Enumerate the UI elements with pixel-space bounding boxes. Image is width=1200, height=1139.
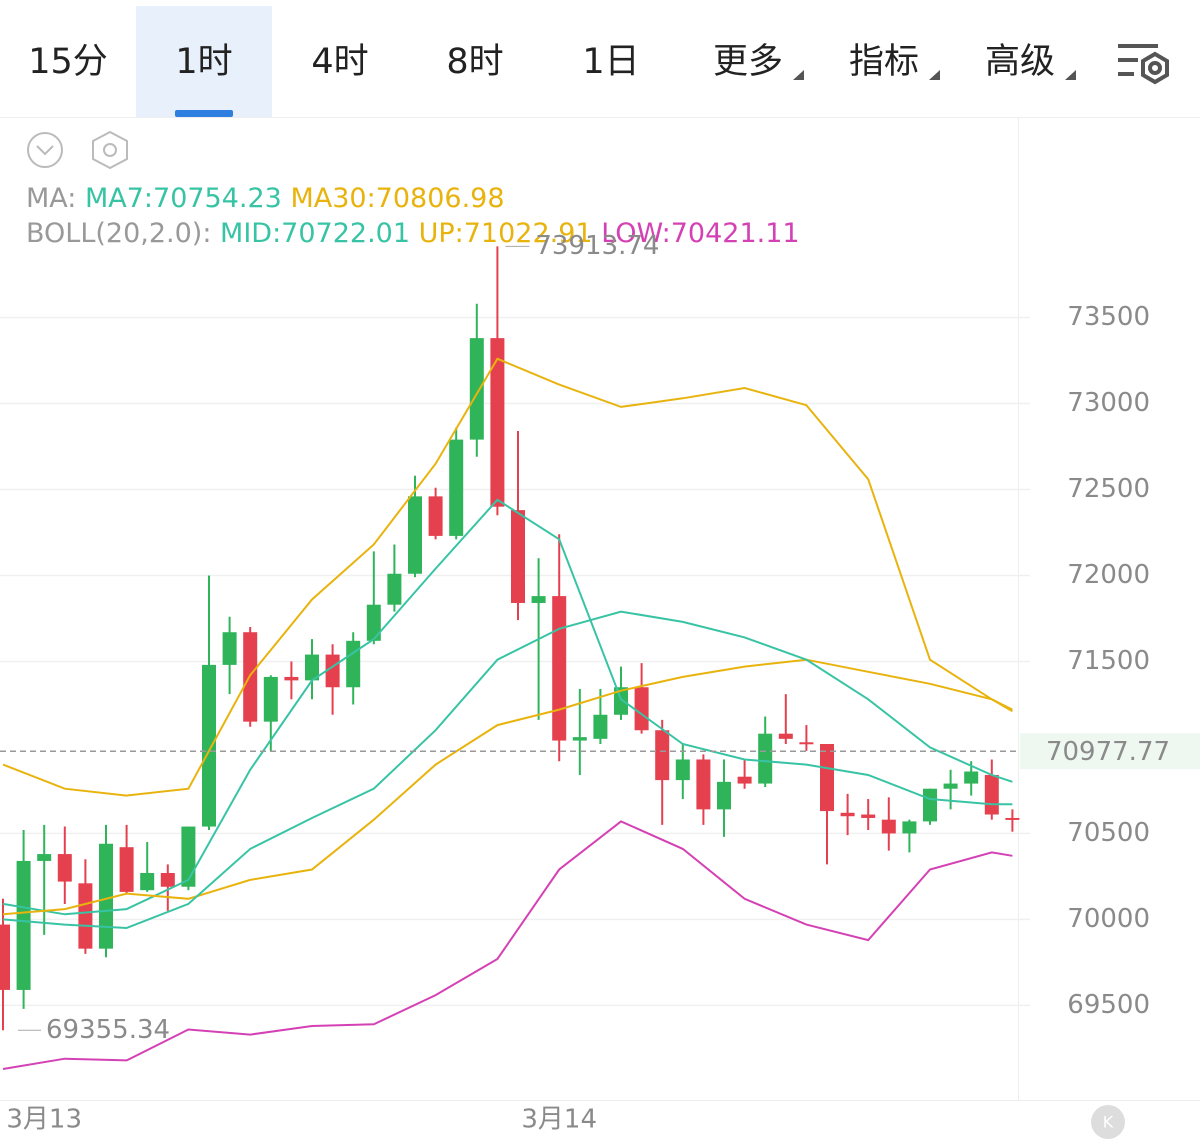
candle-body: [758, 733, 773, 784]
y-tick-label: 70000: [1067, 904, 1150, 934]
y-tick-label: 69500: [1067, 990, 1150, 1020]
dropdown-caret: [929, 70, 940, 80]
candle-body: [902, 821, 917, 834]
candle-body: [614, 687, 628, 715]
active-tab-bg: [136, 6, 272, 117]
candle-body: [799, 742, 814, 745]
last-price-label: 70977.77: [1046, 737, 1170, 767]
low-label: 69355.34: [46, 1015, 170, 1045]
candle-body: [984, 774, 999, 815]
tab[interactable]: 高级: [985, 42, 1055, 82]
indicator-line: [2, 820, 1013, 1070]
ma-legend: MA: MA7:70754.23 MA30:70806.98: [26, 183, 505, 214]
legend-item: MA7:70754.23: [85, 183, 282, 214]
candle-body: [552, 596, 567, 741]
candle-body: [923, 788, 937, 822]
legend-item: LOW:70421.11: [601, 218, 799, 249]
candle-body: [37, 854, 52, 861]
candle-body: [820, 744, 834, 812]
candle-body: [511, 510, 525, 603]
tab[interactable]: 指标: [849, 42, 919, 82]
tab[interactable]: 更多: [713, 42, 783, 82]
legend-item: MID:70722.01: [220, 218, 410, 249]
candle-body: [305, 654, 319, 681]
candle-body: [449, 439, 464, 536]
candle-body: [737, 776, 752, 784]
candle-body: [222, 632, 237, 665]
candle-body: [387, 573, 402, 605]
tab[interactable]: 8时: [446, 42, 503, 82]
tab[interactable]: 1日: [582, 42, 639, 82]
candle-body: [202, 664, 216, 827]
legend-item: UP:71022.91: [419, 218, 593, 249]
candle-body: [778, 733, 793, 739]
dropdown-caret: [1065, 70, 1076, 80]
candle-body: [325, 654, 340, 688]
candle-body: [696, 759, 711, 810]
indicator-line: [2, 357, 1013, 797]
candle-body: [99, 843, 113, 949]
candle-body: [840, 812, 855, 817]
y-tick-label: 70500: [1067, 818, 1150, 848]
kline-toggle-label: K: [1103, 1113, 1114, 1132]
dropdown-caret: [793, 70, 804, 80]
candle-body: [1005, 817, 1020, 820]
candle-body: [428, 496, 443, 536]
candle-body: [346, 640, 361, 688]
y-tick-label: 72500: [1067, 474, 1150, 504]
legend-item: MA30:70806.98: [290, 183, 504, 214]
tab[interactable]: 1时: [175, 42, 232, 82]
candle-body: [78, 883, 93, 949]
candle-body: [490, 338, 505, 507]
candle-body: [119, 847, 134, 892]
boll-legend: BOLL(20,2.0): MID:70722.01 UP:71022.91 L…: [26, 218, 800, 249]
candle-body: [366, 604, 381, 641]
tab[interactable]: 15分: [28, 42, 108, 82]
x-tick-label: 3月14: [521, 1105, 597, 1135]
kline-toggle[interactable]: [1091, 1105, 1125, 1139]
settings-icon[interactable]: [1118, 44, 1169, 85]
candle-body: [675, 759, 690, 781]
candle-body: [572, 737, 587, 741]
y-tick-label: 73000: [1067, 388, 1150, 418]
active-tab-indicator: [175, 110, 233, 117]
y-tick-label: 72000: [1067, 560, 1150, 590]
candle-body: [943, 783, 958, 789]
candle-body: [140, 872, 155, 891]
candle-body: [16, 860, 31, 990]
indicator-line: [2, 610, 1013, 930]
legend-item: BOLL(20,2.0):: [26, 218, 211, 249]
candle-body: [964, 771, 979, 784]
candle-body: [861, 814, 876, 818]
candle-body: [881, 819, 896, 834]
candle-body: [655, 730, 670, 781]
candle-body: [717, 781, 731, 810]
indicator-line: [2, 498, 1013, 916]
x-tick-label: 3月13: [6, 1105, 82, 1135]
indicator-line: [2, 658, 1013, 916]
indicator-settings-button[interactable]: [92, 130, 128, 170]
candle-body: [469, 338, 484, 440]
candle-body: [531, 596, 546, 603]
high-label: 73913.74: [535, 231, 659, 261]
candle-body: [57, 854, 72, 882]
collapse-button[interactable]: [27, 132, 63, 168]
candle-body: [593, 714, 608, 739]
tab[interactable]: 4时: [311, 42, 368, 82]
candle-body: [634, 687, 649, 731]
y-tick-label: 71500: [1067, 646, 1150, 676]
candle-body: [181, 826, 196, 887]
candle-body: [284, 676, 299, 681]
candle-body: [408, 496, 422, 574]
legend-item: MA:: [26, 183, 76, 214]
y-tick-label: 73500: [1067, 302, 1150, 332]
candle-body: [160, 872, 175, 887]
candle-body: [0, 924, 10, 990]
candle-body: [263, 676, 278, 722]
last-price-box: [1020, 733, 1200, 770]
